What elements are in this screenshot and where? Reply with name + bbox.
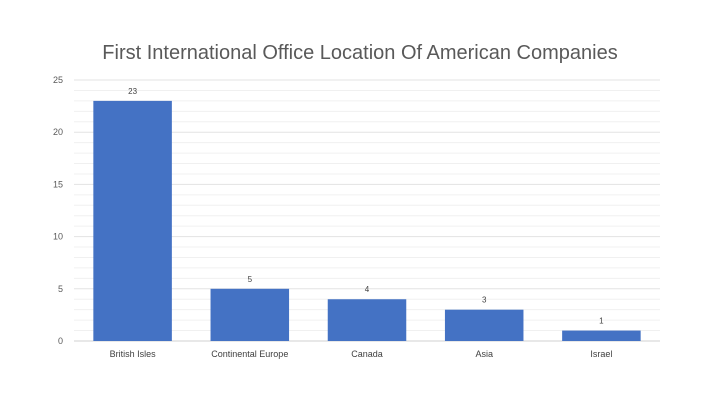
labels: 0 5 10 15 20 25 23 British Isles 5 Continental Eu… [53, 75, 612, 359]
y-tick-label: 25 [53, 75, 63, 85]
y-tick-label: 5 [58, 284, 63, 294]
data-label: 23 [128, 87, 137, 96]
y-tick-label: 20 [53, 127, 63, 137]
category-label: Asia [475, 349, 493, 359]
category-label: British Isles [110, 349, 157, 359]
category-label: Israel [590, 349, 612, 359]
y-tick-label: 0 [58, 336, 63, 346]
data-label: 4 [365, 285, 370, 294]
bars [93, 100, 641, 341]
category-label: Continental Europe [211, 349, 288, 359]
bar [562, 330, 641, 341]
bar [327, 299, 407, 341]
bar [444, 309, 524, 341]
data-label: 3 [482, 296, 487, 305]
bar [93, 100, 172, 341]
data-label: 1 [599, 317, 604, 326]
chart-title: First International Office Location Of A… [102, 42, 618, 64]
data-label: 5 [248, 275, 253, 284]
bar [210, 288, 290, 341]
y-tick-label: 15 [53, 179, 63, 189]
category-label: Canada [351, 349, 383, 359]
y-tick-label: 10 [53, 232, 63, 242]
